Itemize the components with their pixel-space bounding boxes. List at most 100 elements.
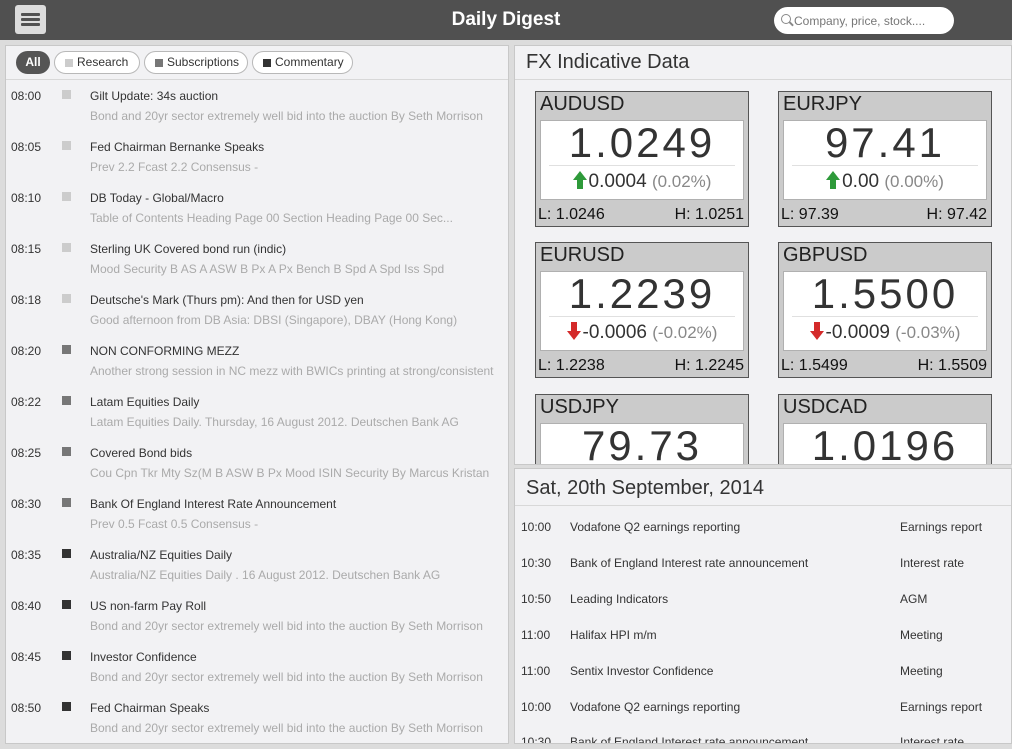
category-square-icon bbox=[62, 447, 71, 456]
news-item[interactable]: 08:10 DB Today - Global/Macro Table of C… bbox=[6, 183, 508, 234]
filter-label: Research bbox=[77, 55, 129, 69]
event-category: Earnings report bbox=[900, 700, 983, 714]
news-time: 08:22 bbox=[11, 395, 42, 409]
fx-low: L: 1.5499 bbox=[781, 357, 848, 374]
news-subtitle: Bond and 20yr sector extremely well bid … bbox=[90, 670, 483, 684]
news-subtitle: Prev 2.2 Fcast 2.2 Consensus - bbox=[90, 160, 259, 174]
news-item[interactable]: 08:40 US non-farm Pay Roll Bond and 20yr… bbox=[6, 591, 508, 642]
filter-all-chip[interactable]: All bbox=[16, 51, 50, 74]
fx-card-audusd[interactable]: AUDUSD 1.0249 0.0004 (0.02%) L: 1.0246 H… bbox=[535, 91, 749, 227]
fx-card-gbpusd[interactable]: GBPUSD 1.5500 -0.0009 (-0.03%) L: 1.5499… bbox=[778, 242, 992, 378]
calendar-row[interactable]: 11:00 Halifax HPI m/m Meeting bbox=[515, 628, 1011, 664]
news-title: Australia/NZ Equities Daily bbox=[90, 548, 233, 562]
fx-high: H: 1.2245 bbox=[674, 357, 744, 374]
divider bbox=[515, 79, 1011, 80]
news-item[interactable]: 08:45 Investor Confidence Bond and 20yr … bbox=[6, 642, 508, 693]
calendar-row[interactable]: 10:30 Bank of England Interest rate anno… bbox=[515, 735, 1011, 744]
fx-low: L: 1.2238 bbox=[538, 357, 605, 374]
fx-pair: USDCAD bbox=[783, 396, 868, 418]
news-item[interactable]: 08:22 Latam Equities Daily Latam Equitie… bbox=[6, 387, 508, 438]
event-time: 11:00 bbox=[521, 628, 551, 642]
fx-card-usdcad[interactable]: USDCAD 1.0196 bbox=[778, 394, 992, 465]
category-square-icon bbox=[62, 141, 71, 150]
event-name: Bank of England Interest rate announceme… bbox=[570, 735, 809, 744]
calendar-date-title: Sat, 20th September, 2014 bbox=[526, 477, 764, 499]
category-square-icon bbox=[62, 498, 71, 507]
fx-rate-box: 1.5500 -0.0009 (-0.03%) bbox=[783, 271, 987, 351]
menu-icon-line bbox=[21, 18, 40, 21]
news-item[interactable]: 08:00 Gilt Update: 34s auction Bond and … bbox=[6, 81, 508, 132]
category-square-icon bbox=[62, 702, 71, 711]
news-subtitle: Bond and 20yr sector extremely well bid … bbox=[90, 721, 483, 735]
calendar-row[interactable]: 10:50 Leading Indicators AGM bbox=[515, 592, 1011, 628]
news-title: NON CONFORMING MEZZ bbox=[90, 344, 240, 358]
divider bbox=[792, 316, 978, 317]
research-square-icon bbox=[65, 59, 73, 67]
fx-pair: USDJPY bbox=[540, 396, 619, 418]
fx-panel: FX Indicative Data AUDUSD 1.0249 0.0004 … bbox=[514, 45, 1012, 465]
event-time: 10:00 bbox=[521, 700, 552, 714]
fx-high: H: 1.5509 bbox=[917, 357, 987, 374]
fx-change-percent: (0.00%) bbox=[884, 172, 944, 191]
calendar-row[interactable]: 10:00 Vodafone Q2 earnings reporting Ear… bbox=[515, 700, 1011, 736]
news-subtitle: Good afternoon from DB Asia: DBSI (Singa… bbox=[90, 313, 458, 327]
menu-icon-line bbox=[21, 23, 40, 26]
news-item[interactable]: 08:25 Covered Bond bids Cou Cpn Tkr Mty … bbox=[6, 438, 508, 489]
filter-commentary-chip[interactable]: Commentary bbox=[252, 51, 353, 74]
calendar-row[interactable]: 11:00 Sentix Investor Confidence Meeting bbox=[515, 664, 1011, 700]
filter-bar: All Research Subscriptions Commentary bbox=[6, 46, 508, 80]
news-time: 08:25 bbox=[11, 446, 42, 460]
calendar-row[interactable]: 10:30 Bank of England Interest rate anno… bbox=[515, 556, 1011, 592]
news-title: Covered Bond bids bbox=[90, 446, 193, 460]
calendar-row[interactable]: 10:00 Vodafone Q2 earnings reporting Ear… bbox=[515, 520, 1011, 556]
news-time: 08:40 bbox=[11, 599, 42, 613]
event-time: 10:50 bbox=[521, 592, 552, 606]
event-category: Interest rate bbox=[900, 556, 965, 570]
fx-change-value: -0.0006 bbox=[582, 322, 647, 343]
search-box[interactable] bbox=[774, 7, 954, 34]
category-square-icon bbox=[62, 651, 71, 660]
commentary-square-icon bbox=[263, 59, 271, 67]
news-time: 08:35 bbox=[11, 548, 42, 562]
top-bar: Daily Digest bbox=[0, 0, 1012, 40]
news-time: 08:30 bbox=[11, 497, 42, 511]
news-title: Gilt Update: 34s auction bbox=[90, 89, 219, 103]
fx-card-usdjpy[interactable]: USDJPY 79.73 bbox=[535, 394, 749, 464]
fx-rate: 1.5500 bbox=[811, 270, 959, 317]
category-square-icon bbox=[62, 600, 71, 609]
category-square-icon bbox=[62, 192, 71, 201]
news-item[interactable]: 08:18 Deutsche's Mark (Thurs pm): And th… bbox=[6, 285, 508, 336]
news-item[interactable]: 08:20 NON CONFORMING MEZZ Another strong… bbox=[6, 336, 508, 387]
fx-pair: EURUSD bbox=[540, 244, 625, 266]
news-item[interactable]: 08:15 Sterling UK Covered bond run (indi… bbox=[6, 234, 508, 285]
event-category: Interest rate bbox=[900, 735, 965, 744]
news-item[interactable]: 08:05 Fed Chairman Bernanke Speaks Prev … bbox=[6, 132, 508, 183]
fx-change-percent: (-0.02%) bbox=[652, 323, 718, 342]
news-subtitle: Prev 0.5 Fcast 0.5 Consensus - bbox=[90, 517, 259, 531]
news-panel: All Research Subscriptions Commentary 08… bbox=[5, 45, 509, 744]
news-item[interactable]: 08:50 Fed Chairman Speaks Bond and 20yr … bbox=[6, 693, 508, 743]
news-item[interactable]: 08:30 Bank Of England Interest Rate Anno… bbox=[6, 489, 508, 540]
news-title: DB Today - Global/Macro bbox=[90, 191, 224, 205]
fx-card-eurjpy[interactable]: EURJPY 97.41 0.00 (0.00%) L: 97.39 H: 97… bbox=[778, 91, 992, 227]
divider bbox=[549, 316, 735, 317]
event-time: 11:00 bbox=[521, 664, 551, 678]
filter-subscriptions-chip[interactable]: Subscriptions bbox=[144, 51, 248, 74]
fx-rate: 1.0196 bbox=[811, 422, 959, 465]
arrow-down-icon bbox=[809, 322, 824, 340]
news-time: 08:05 bbox=[11, 140, 42, 154]
event-time: 10:00 bbox=[521, 520, 552, 534]
search-input[interactable] bbox=[794, 7, 949, 34]
fx-card-eurusd[interactable]: EURUSD 1.2239 -0.0006 (-0.02%) L: 1.2238… bbox=[535, 242, 749, 378]
event-name: Vodafone Q2 earnings reporting bbox=[570, 700, 741, 714]
news-title: Sterling UK Covered bond run (indic) bbox=[90, 242, 287, 256]
event-time: 10:30 bbox=[521, 735, 552, 744]
news-subtitle: Cou Cpn Tkr Mty Sz(M B ASW B Px Mood ISI… bbox=[90, 466, 490, 480]
filter-research-chip[interactable]: Research bbox=[54, 51, 140, 74]
event-category: Meeting bbox=[900, 664, 943, 678]
fx-change: 0.00 (0.00%) bbox=[784, 171, 986, 193]
news-item[interactable]: 08:35 Australia/NZ Equities Daily Austra… bbox=[6, 540, 508, 591]
news-title: Bank Of England Interest Rate Announceme… bbox=[90, 497, 337, 511]
fx-pair: EURJPY bbox=[783, 93, 862, 115]
hamburger-menu-button[interactable] bbox=[15, 5, 46, 34]
